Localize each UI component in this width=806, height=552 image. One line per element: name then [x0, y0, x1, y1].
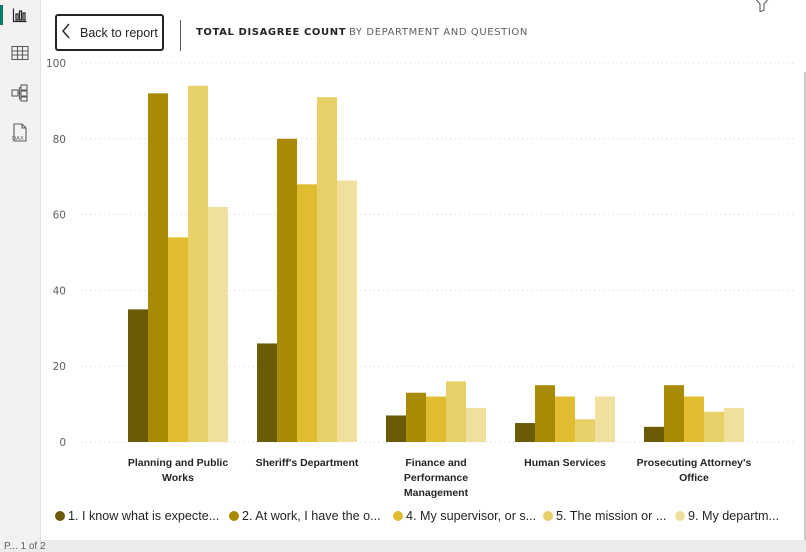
legend-item[interactable]: 1. I know what is expecte... [55, 509, 219, 523]
bar [257, 343, 277, 442]
svg-text:DAX: DAX [12, 136, 24, 142]
legend-swatch [393, 511, 403, 521]
bar [406, 392, 426, 442]
legend-label: 9. My departm... [688, 509, 779, 523]
bar [535, 385, 555, 442]
bar [317, 97, 337, 443]
y-tick-label: 0 [59, 437, 66, 449]
bar [704, 411, 724, 442]
model-view-icon[interactable] [6, 80, 34, 106]
legend-label: 2. At work, I have the o... [242, 509, 381, 523]
bar-chart: 0 20 40 60 80 100 Planning and Public Works She… [46, 58, 796, 499]
view-rail: DAX [0, 0, 41, 548]
x-tick-label: Prosecuting Attorney's [637, 457, 752, 469]
report-canvas: Back to report TOTAL DISAGREE COUNT BY D… [41, 0, 806, 540]
x-tick-label: Works [162, 472, 194, 484]
visual-edge [804, 72, 806, 540]
bar [128, 309, 148, 442]
back-button-label: Back to report [80, 25, 158, 40]
bar [208, 207, 228, 442]
x-tick-label: Planning and Public [128, 457, 229, 469]
legend-item[interactable]: 2. At work, I have the o... [229, 509, 381, 523]
header-divider [180, 20, 181, 51]
bar [575, 419, 595, 442]
bar [466, 407, 486, 442]
bar [188, 85, 208, 443]
legend-item[interactable]: 4. My supervisor, or s... [393, 509, 536, 523]
x-tick-label: Office [679, 472, 709, 484]
x-tick-label: Sheriff's Department [256, 457, 359, 469]
bar [515, 423, 535, 442]
chart-title: TOTAL DISAGREE COUNT [196, 27, 347, 38]
bar [555, 396, 575, 442]
legend-swatch [675, 511, 685, 521]
page-indicator: P... 1 of 2 [4, 541, 46, 552]
bar [148, 93, 168, 442]
bar [664, 385, 684, 442]
y-axis-ticks: 0 20 40 60 80 100 [46, 58, 66, 449]
legend-label: 5. The mission or ... [556, 509, 667, 523]
dax-query-icon[interactable]: DAX [6, 120, 34, 146]
legend-swatch [55, 511, 65, 521]
y-tick-label: 100 [46, 58, 66, 70]
legend-item[interactable]: 9. My departm... [675, 509, 779, 523]
x-tick-label: Management [404, 487, 469, 499]
filter-icon[interactable] [753, 0, 771, 16]
legend-label: 1. I know what is expecte... [68, 509, 220, 523]
bar [297, 184, 317, 442]
bar [724, 407, 744, 442]
y-tick-label: 20 [53, 361, 66, 373]
bar [337, 180, 357, 443]
chevron-left-icon [61, 23, 71, 43]
chart-subtitle: BY DEPARTMENT AND QUESTION [349, 27, 528, 38]
legend-swatch [229, 511, 239, 521]
bar [684, 396, 704, 442]
report-view-icon[interactable] [0, 2, 34, 28]
y-tick-label: 80 [53, 134, 66, 146]
bar [168, 237, 188, 442]
bar [277, 138, 297, 443]
x-tick-label: Human Services [524, 457, 606, 469]
legend-label: 4. My supervisor, or s... [406, 509, 537, 523]
more-options-icon[interactable]: ··· [781, 0, 798, 8]
bar [446, 381, 466, 442]
bar [595, 396, 615, 442]
chart-legend: 1. I know what is expecte... 2. At work, … [55, 509, 795, 527]
legend-item[interactable]: 5. The mission or ... [543, 509, 666, 523]
x-axis-labels: Planning and Public Works Sheriff's Depart… [128, 457, 752, 499]
y-tick-label: 60 [53, 210, 66, 222]
bar [644, 426, 664, 442]
y-tick-label: 40 [53, 285, 66, 297]
bars [128, 85, 744, 443]
table-view-icon[interactable] [6, 40, 34, 66]
legend-swatch [543, 511, 553, 521]
back-to-report-button[interactable]: Back to report [55, 14, 164, 51]
x-tick-label: Performance [404, 472, 468, 484]
x-tick-label: Finance and [405, 457, 466, 469]
bar [426, 396, 446, 442]
bar [386, 415, 406, 442]
